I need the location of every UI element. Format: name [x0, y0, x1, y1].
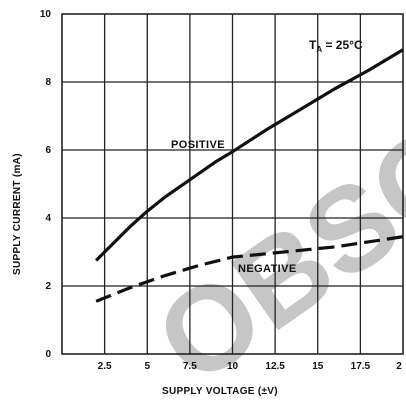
plot-frame: [61, 13, 404, 355]
y-tick-labels: 0 2 4 6 8 10: [40, 9, 52, 360]
x-tick-label: 15: [312, 361, 324, 372]
y-tick-label: 6: [45, 145, 51, 156]
series-line-negative: [95, 235, 404, 303]
series-label-positive: POSITIVE: [171, 139, 225, 151]
temp-main: T: [309, 38, 317, 52]
x-tick-label: 5: [144, 361, 150, 372]
y-tick-label: 8: [45, 77, 51, 88]
y-axis-title: SUPPLY CURRENT (mA): [12, 153, 23, 275]
series-label-negative: NEGATIVE: [238, 263, 297, 275]
y-tick-label: 4: [45, 213, 51, 224]
temp-rest: = 25°C: [322, 38, 363, 52]
x-tick-label: 17.5: [351, 361, 371, 372]
x-tick-labels: 2.5 5 7.5 10 12.5 15 17.5 2: [98, 361, 403, 372]
y-tick-label: 2: [45, 281, 51, 292]
x-tick-label: 12.5: [265, 361, 285, 372]
y-tick-label: 0: [45, 349, 51, 360]
temperature-annotation: TA = 25°C: [309, 38, 363, 54]
series: [94, 48, 404, 303]
x-tick-label: 7.5: [183, 361, 197, 372]
x-tick-label: 2: [396, 361, 402, 372]
series-line-positive: [94, 48, 404, 262]
x-tick-label: 2.5: [98, 361, 112, 372]
temp-sub: A: [316, 45, 322, 54]
x-axis-title: SUPPLY VOLTAGE (±V): [162, 386, 278, 397]
x-tick-label: 10: [227, 361, 239, 372]
y-tick-label: 10: [40, 9, 52, 20]
